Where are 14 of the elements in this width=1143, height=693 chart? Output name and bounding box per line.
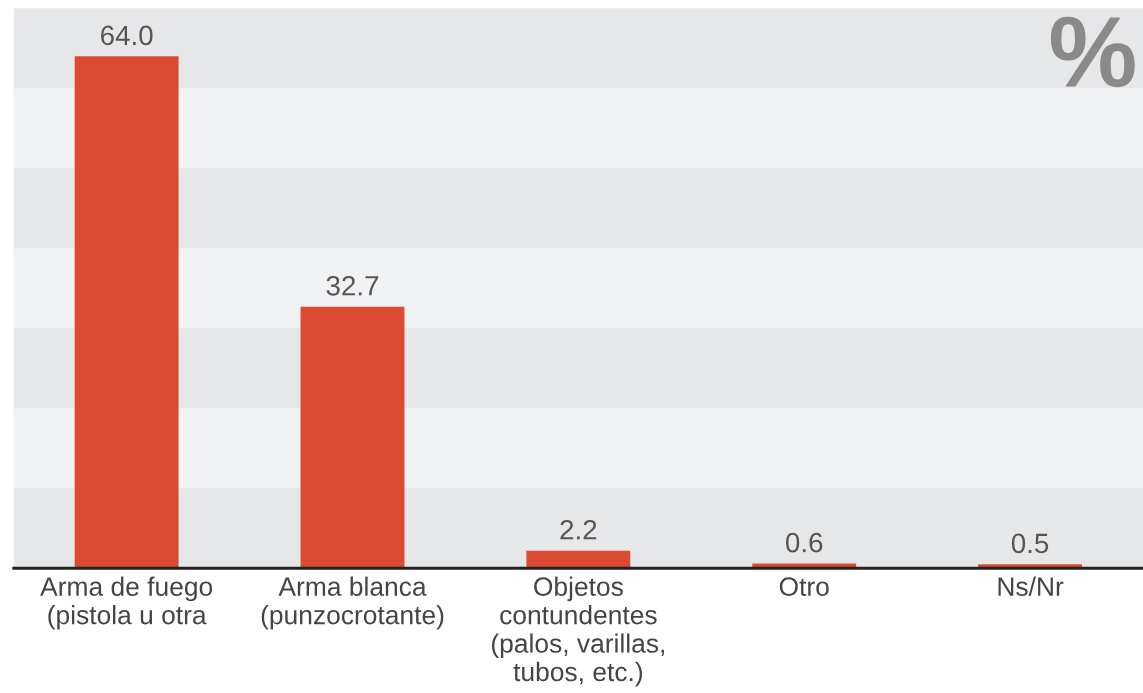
data-label: 32.7 <box>326 275 379 296</box>
bar <box>74 56 179 569</box>
x-tick-label: Objetos contundentes (palos, varillas, tubos, etc.) <box>492 576 664 687</box>
annotation: % <box>1050 16 1135 88</box>
x-tick-label: Arma blanca (punzocrotante) <box>261 576 444 630</box>
bar <box>300 306 405 569</box>
data-label: 64.0 <box>101 25 153 46</box>
data-label: 2.2 <box>560 519 597 540</box>
x-tick-label: Arma de fuego (pistola u otra <box>40 576 213 630</box>
bar <box>526 550 631 569</box>
x-tick-label: Otro <box>779 577 829 596</box>
data-label: 0.5 <box>1011 533 1049 554</box>
data-label: 0.6 <box>785 532 823 553</box>
x-tick-label: Ns/Nr <box>998 576 1064 596</box>
